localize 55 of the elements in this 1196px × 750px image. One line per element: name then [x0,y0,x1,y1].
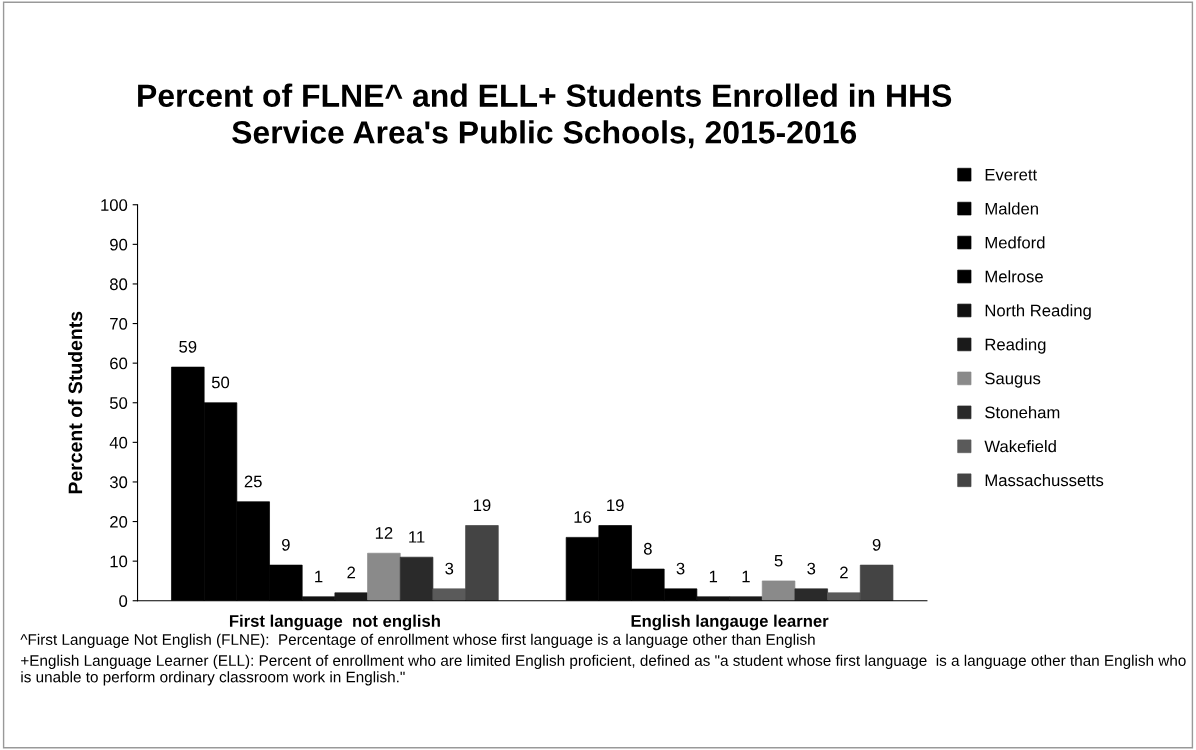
y-tick-label: 80 [110,278,128,291]
bar [465,525,499,601]
legend-label: Everett [985,168,1038,181]
y-tick-label: 30 [109,476,128,489]
data-label: 25 [244,475,262,488]
legend-label: Wakefield [984,440,1056,453]
y-tick-label: 60 [110,357,128,370]
chart-title: Percent of FLNE^ and ELL+ Students Enrolled in HHS Service Area's Public Schools, 2015-2016 [138,83,952,149]
data-label: 1 [709,570,718,583]
x-tick-label: English langauge learner [631,614,829,631]
data-label: 3 [676,562,685,575]
bar [367,552,401,601]
data-label: 3 [445,562,454,575]
data-label: 50 [211,376,230,389]
data-label: 9 [282,538,290,551]
data-label: 1 [315,570,323,583]
data-label: 16 [574,511,592,523]
legend-label: Reading [985,338,1046,354]
y-tick-label: 40 [109,436,128,449]
data-label: 2 [347,566,356,579]
legend-label: Medford [985,236,1045,249]
legend-label: Massachussetts [985,473,1104,487]
data-label: 59 [179,340,197,353]
legend-label: Saugus [985,372,1041,388]
legend-label: North Reading [985,304,1091,320]
data-label: 5 [774,554,783,567]
y-tick-label: 20 [110,515,128,528]
y-axis-title: Percent of Students [68,311,83,494]
data-label: 8 [643,542,652,555]
data-label: 1 [742,570,750,583]
y-tick-label: 100 [101,199,128,211]
text: ^First Language Not English (FLNE): Percentage of enrollment whose first language is a language other than English [20,633,815,648]
data-label: 19 [473,499,491,512]
bar [794,588,828,601]
data-label: 11 [409,531,425,543]
data-label: 9 [872,538,881,551]
y-tick-label: 50 [109,397,128,409]
legend-label: Malden [985,202,1038,215]
y-tick-label: 70 [110,317,128,330]
text: +English Language Learner (ELL): Percent of enrollment who are limited English proficient, defined as "a student whose first language is a language other than English who is unable to perform ordinary classroom work in English." [21,654,1186,686]
y-tick-label: 0 [119,595,128,607]
y-tick-label: 10 [110,555,128,568]
data-label: 12 [375,527,393,539]
bar [859,564,894,601]
data-label: 19 [607,499,624,512]
data-label: 3 [807,562,816,575]
bar [432,588,466,601]
legend-label: Stoneham [985,406,1060,419]
data-label: 2 [840,566,848,579]
bar [827,592,861,601]
legend-label: Melrose [985,270,1043,283]
bar [761,580,796,601]
y-tick-label: 90 [110,238,128,251]
x-tick-label: First language not english [229,614,440,631]
bar [399,556,434,601]
